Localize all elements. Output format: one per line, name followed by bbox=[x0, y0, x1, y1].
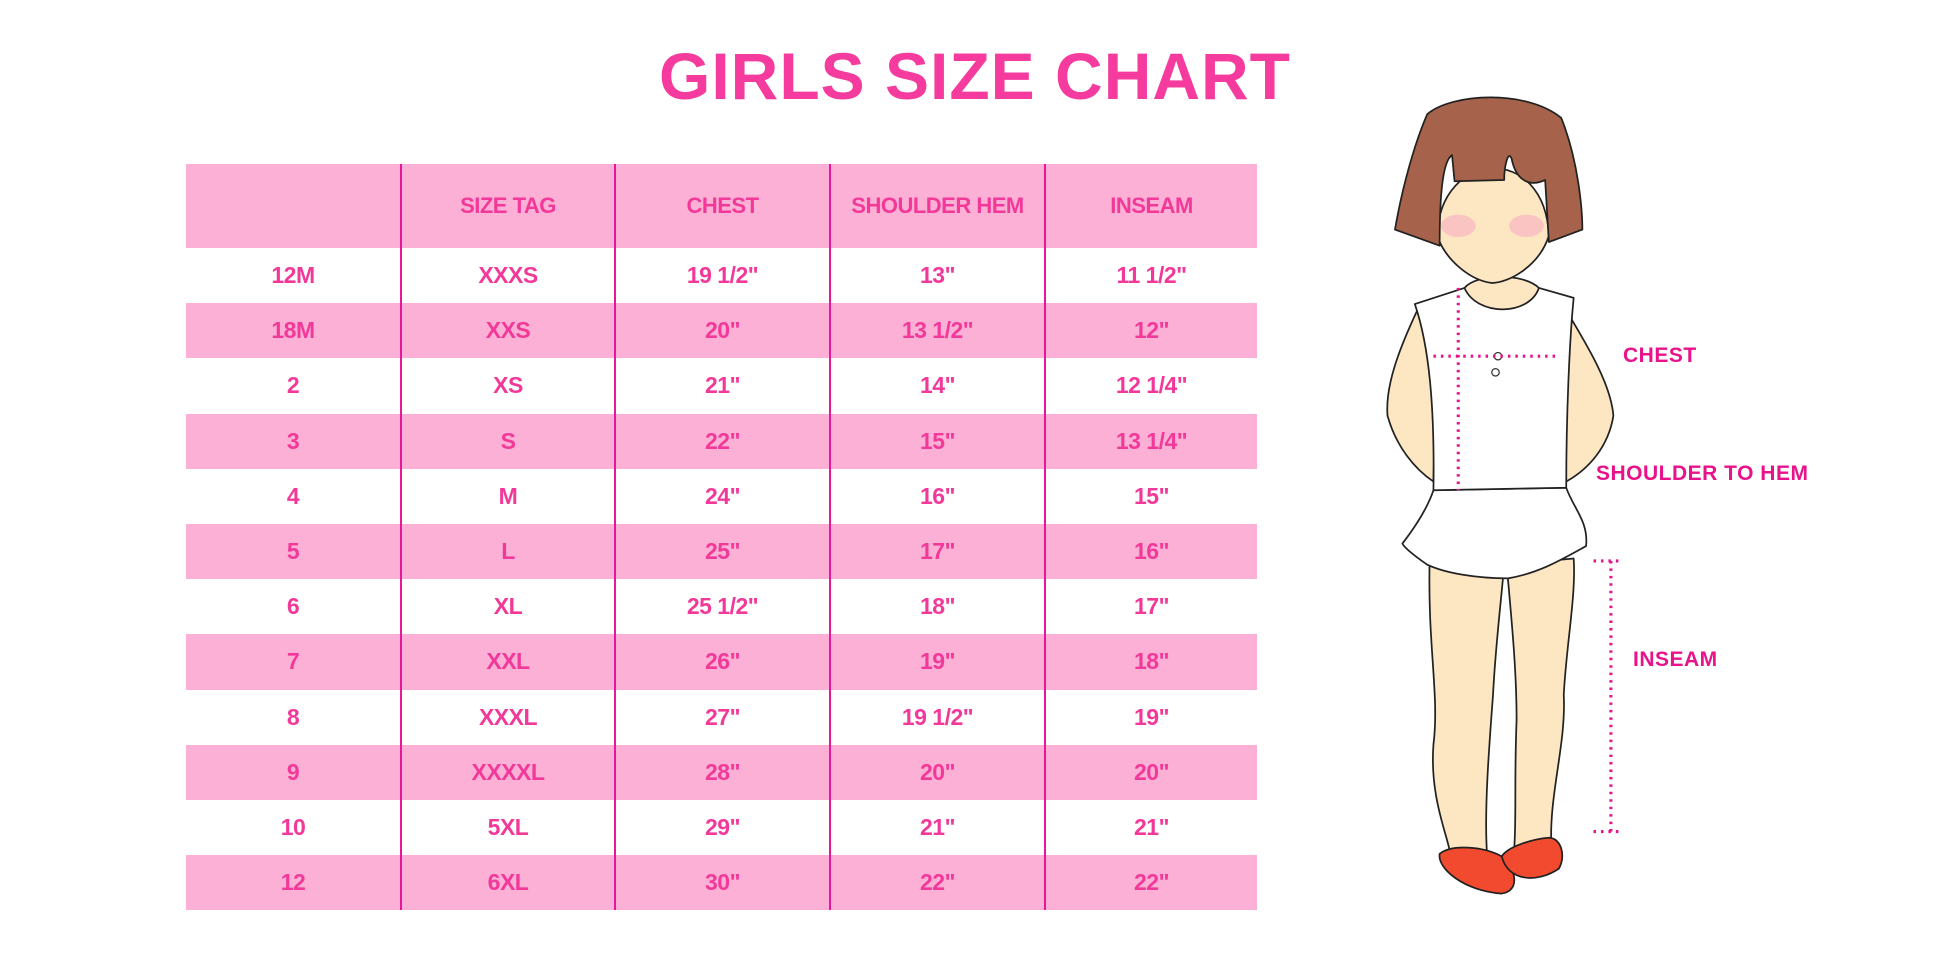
table-cell: 20" bbox=[1044, 744, 1257, 800]
table-cell: XXXL bbox=[400, 689, 614, 745]
table-cell: 20" bbox=[829, 744, 1044, 800]
table-cell: 21" bbox=[614, 358, 829, 414]
table-cell: 13 1/2" bbox=[829, 303, 1044, 359]
table-row: 9 XXXXL 28" 20" 20" bbox=[186, 744, 1257, 800]
face bbox=[1436, 167, 1550, 284]
table-cell: 14" bbox=[829, 358, 1044, 414]
inseam-label: INSEAM bbox=[1633, 648, 1718, 671]
table-cell: 19 1/2" bbox=[614, 248, 829, 304]
column-header: INSEAM bbox=[1044, 164, 1257, 248]
table-cell: 16" bbox=[1044, 523, 1257, 580]
right-arm bbox=[1560, 309, 1615, 483]
table-cell: 15" bbox=[829, 413, 1044, 469]
table-cell: 9 bbox=[286, 758, 300, 785]
page-title: GIRLS SIZE CHART bbox=[658, 39, 1291, 113]
table-cell: 17" bbox=[829, 523, 1044, 580]
column-header bbox=[186, 164, 400, 248]
skirt bbox=[1401, 486, 1588, 580]
size-table: SIZE TAG CHEST SHOULDER HEM INSEAM 12M XXXS 19… bbox=[186, 164, 1257, 911]
table-cell: 15" bbox=[1044, 468, 1257, 524]
table-cell: XXS bbox=[400, 303, 614, 359]
table-cell: 18" bbox=[829, 579, 1044, 635]
table-cell: XS bbox=[400, 358, 614, 414]
table-cell: 6XL bbox=[400, 855, 614, 911]
table-cell: 6 bbox=[286, 593, 300, 620]
table-cell: 26" bbox=[614, 634, 829, 690]
right-leg bbox=[1505, 557, 1575, 852]
table-cell: 22" bbox=[614, 413, 829, 469]
table-cell: 12 bbox=[280, 869, 306, 896]
table-cell: 25 1/2" bbox=[614, 579, 829, 635]
table-cell: 11 1/2" bbox=[1044, 248, 1257, 304]
table-cell: 16" bbox=[829, 468, 1044, 524]
table-cell: S bbox=[400, 413, 614, 469]
left-shoe bbox=[1438, 846, 1516, 895]
table-cell: 19" bbox=[829, 634, 1044, 690]
table-cell: 13" bbox=[829, 248, 1044, 304]
table-cell: 29" bbox=[614, 799, 829, 856]
table-cell: 10 bbox=[280, 813, 306, 840]
table-row: 4 M 24" 16" 15" bbox=[186, 468, 1257, 524]
table-cell: 25" bbox=[614, 523, 829, 580]
table-cell: 19 1/2" bbox=[829, 689, 1044, 745]
table-cell: XL bbox=[400, 579, 614, 635]
table-cell: 21" bbox=[1044, 799, 1257, 856]
table-row: 8 XXXL 27" 19 1/2" 19" bbox=[186, 689, 1257, 745]
table-cell: M bbox=[400, 468, 614, 524]
table-cell: 5XL bbox=[400, 799, 614, 856]
table-row: 3 S 22" 15" 13 1/4" bbox=[186, 413, 1257, 469]
table-cell: 19" bbox=[1044, 689, 1257, 745]
table-cell: XXXXL bbox=[400, 744, 614, 800]
column-header: SHOULDER HEM bbox=[829, 164, 1044, 248]
table-cell: 12 1/4" bbox=[1044, 358, 1257, 414]
table-row: 2 XS 21" 14" 12 1/4" bbox=[186, 358, 1257, 414]
right-shoe bbox=[1500, 836, 1564, 879]
table-cell: 22" bbox=[829, 855, 1044, 911]
table-cell: 30" bbox=[614, 855, 829, 911]
table-cell: XXL bbox=[400, 634, 614, 690]
table-cell: 4 bbox=[286, 482, 300, 509]
table-cell: 2 bbox=[286, 372, 300, 399]
left-arm bbox=[1386, 309, 1439, 483]
left-leg bbox=[1428, 557, 1506, 852]
table-cell: 24" bbox=[614, 468, 829, 524]
table-cell: 8 bbox=[286, 703, 300, 730]
table-cell: 27" bbox=[614, 689, 829, 745]
table-row: 12M XXXS 19 1/2" 13" 11 1/2" bbox=[186, 248, 1257, 304]
table-cell: 20" bbox=[614, 303, 829, 359]
table-row: 12 6XL 30" 22" 22" bbox=[186, 855, 1257, 911]
table-cell: 13 1/4" bbox=[1044, 413, 1257, 469]
table-cell: 12" bbox=[1044, 303, 1257, 359]
table-cell: 7 bbox=[286, 648, 300, 675]
table-cell: 18M bbox=[271, 317, 315, 344]
hair bbox=[1394, 96, 1584, 247]
table-cell: 3 bbox=[286, 427, 300, 454]
table-cell: L bbox=[400, 523, 614, 580]
table-cell: 5 bbox=[286, 538, 300, 565]
table-cell: 28" bbox=[614, 744, 829, 800]
table-cell: 18" bbox=[1044, 634, 1257, 690]
shirt bbox=[1413, 287, 1575, 492]
shoulder-to-hem-label: SHOULDER TO HEM bbox=[1596, 462, 1809, 485]
table-cell: 22" bbox=[1044, 855, 1257, 911]
table-cell: 12M bbox=[271, 262, 315, 289]
table-row: 5 L 25" 17" 16" bbox=[186, 523, 1257, 580]
table-row: 6 XL 25 1/2" 18" 17" bbox=[186, 579, 1257, 635]
table-cell: XXXS bbox=[400, 248, 614, 304]
column-header: CHEST bbox=[614, 164, 829, 248]
table-row: 7 XXL 26" 19" 18" bbox=[186, 634, 1257, 690]
chest-label: CHEST bbox=[1623, 344, 1697, 367]
table-cell: 21" bbox=[829, 799, 1044, 856]
column-header: SIZE TAG bbox=[400, 164, 614, 248]
neck bbox=[1463, 275, 1540, 311]
table-header-row: SIZE TAG CHEST SHOULDER HEM INSEAM bbox=[186, 164, 1257, 248]
table-row: 10 5XL 29" 21" 21" bbox=[186, 799, 1257, 856]
table-cell: 17" bbox=[1044, 579, 1257, 635]
table-row: 18M XXS 20" 13 1/2" 12" bbox=[186, 303, 1257, 359]
